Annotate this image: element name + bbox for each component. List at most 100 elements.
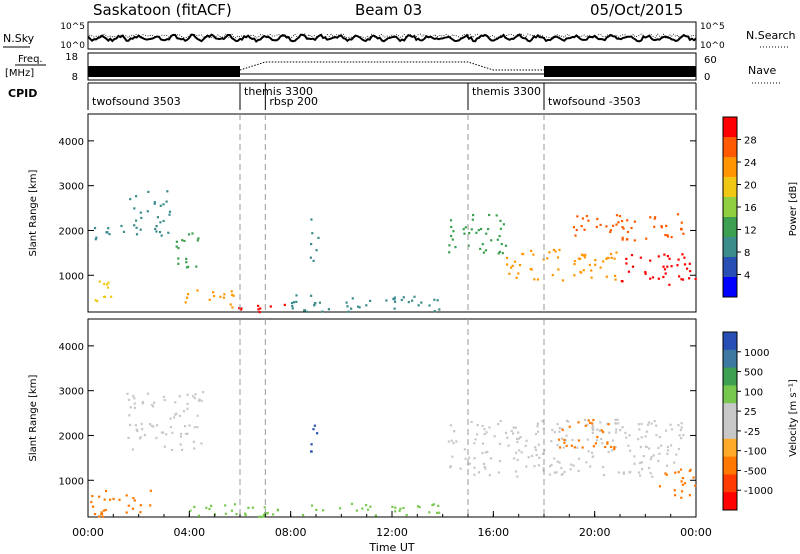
data-cell: [291, 307, 294, 310]
data-cell: [437, 504, 440, 507]
data-cell: [680, 227, 683, 230]
data-cell: [581, 446, 584, 449]
data-cell: [657, 277, 660, 280]
data-cell: [169, 426, 172, 429]
data-cell: [665, 224, 668, 227]
data-cell: [498, 250, 501, 253]
colorbar-frame: [722, 331, 738, 511]
data-cell: [647, 421, 650, 424]
data-cell: [162, 219, 165, 223]
data-cell: [627, 270, 630, 273]
data-cell: [534, 446, 537, 449]
xtick-label: 08:00: [275, 526, 307, 539]
data-cell: [657, 255, 660, 258]
data-cell: [688, 262, 691, 265]
colorbar-swatch: [723, 157, 737, 178]
ytick-label: 2000: [59, 431, 84, 442]
data-cell: [295, 300, 298, 303]
data-cell: [420, 301, 423, 304]
data-cell: [484, 467, 487, 470]
data-cell: [350, 502, 354, 505]
velocity-ylabel: Slant Range [km]: [28, 374, 39, 461]
data-cell: [563, 438, 566, 441]
data-cell: [615, 214, 619, 217]
data-cell: [451, 238, 454, 241]
data-cell: [510, 429, 513, 433]
data-cell: [648, 447, 651, 450]
data-cell: [251, 506, 254, 509]
data-cell: [232, 294, 235, 297]
data-cell: [196, 239, 199, 242]
data-cell: [433, 298, 436, 301]
xtick-label: 20:00: [579, 526, 611, 539]
data-cell: [560, 466, 563, 470]
data-cell: [193, 397, 196, 400]
data-cell: [488, 474, 491, 477]
data-cell: [355, 509, 358, 512]
cpid-segment-label: twofsound 3503: [92, 95, 181, 108]
data-cell: [561, 472, 564, 476]
data-cell: [477, 229, 480, 232]
data-cell: [557, 438, 561, 441]
data-cell: [551, 428, 554, 432]
data-cell: [477, 471, 480, 474]
data-cell: [587, 419, 590, 422]
data-cell: [617, 422, 620, 425]
data-cell: [200, 442, 203, 445]
data-cell: [517, 272, 520, 275]
data-cell: [310, 443, 313, 446]
data-cell: [459, 467, 462, 470]
data-cell: [488, 213, 491, 217]
data-cell: [488, 426, 491, 429]
data-cell: [680, 422, 683, 425]
data-cell: [534, 432, 538, 436]
data-cell: [561, 427, 564, 430]
data-cell: [402, 506, 405, 510]
data-cell: [576, 446, 579, 449]
data-cell: [159, 221, 162, 224]
data-cell: [557, 268, 560, 271]
data-cell: [327, 308, 330, 311]
data-cell: [186, 296, 189, 299]
data-cell: [512, 432, 515, 435]
data-cell: [621, 226, 624, 229]
data-cell: [313, 424, 316, 427]
data-cell: [102, 509, 105, 512]
data-cell: [468, 462, 471, 465]
data-cell: [549, 465, 552, 468]
data-cell: [664, 472, 667, 475]
colorbar-swatch: [723, 456, 737, 475]
data-cell: [605, 225, 608, 228]
data-cell: [162, 395, 166, 398]
colorbar-swatch: [723, 474, 737, 493]
data-cell: [122, 230, 126, 233]
data-cell: [154, 227, 157, 231]
data-cell: [637, 471, 641, 474]
data-cell: [670, 428, 674, 431]
data-cell: [678, 434, 681, 437]
data-cell: [98, 280, 101, 283]
data-cell: [489, 457, 493, 460]
data-cell: [694, 484, 697, 487]
data-cell: [668, 257, 671, 260]
data-cell: [615, 251, 618, 254]
data-cell: [178, 414, 181, 417]
data-cell: [694, 277, 697, 281]
data-cell: [497, 423, 500, 426]
data-cell: [681, 253, 684, 256]
data-cell: [317, 236, 320, 239]
data-cell: [677, 424, 680, 427]
data-cell: [361, 507, 364, 510]
ytick-label: 4000: [59, 137, 84, 148]
data-cell: [109, 498, 112, 501]
data-cell: [108, 233, 111, 236]
data-cell: [592, 445, 595, 448]
data-cell: [107, 227, 110, 230]
xtick-label: 16:00: [477, 526, 509, 539]
data-cell: [577, 439, 580, 442]
data-cell: [556, 460, 559, 463]
data-cell: [192, 440, 195, 443]
data-cell: [609, 229, 612, 232]
data-cell: [565, 434, 568, 437]
data-cell: [651, 276, 655, 279]
